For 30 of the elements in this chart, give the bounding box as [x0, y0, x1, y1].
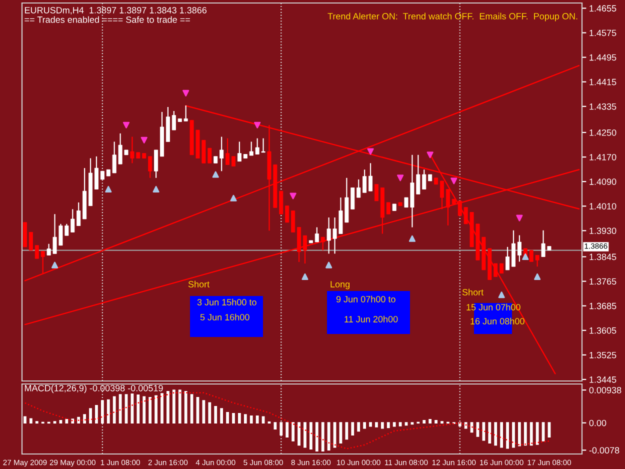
annotation: 11 Jun 20h00 [344, 316, 398, 322]
chart-title: EURUSDm,H4 1.3897 1.3897 1.3843 1.3866 [24, 7, 207, 14]
text: == Trades enabled ==== Safe to trade == [24, 16, 190, 23]
y-tick-label: 1.4250 [590, 129, 616, 136]
y-tick-label: 1.3930 [590, 228, 616, 234]
y-tick-label: 1.4010 [590, 203, 616, 210]
y-tick-label: 1.3525 [590, 352, 616, 358]
y-tick-label: -0.0078 [589, 447, 620, 454]
y-tick-label: 1.4415 [590, 78, 616, 86]
y-tick-label: 0.00938 [589, 386, 622, 394]
y-tick-label: 1.4575 [590, 30, 616, 36]
annotation: 5 Jun 16h00 [200, 314, 250, 320]
y-tick-label: 1.4335 [590, 103, 616, 110]
annotation: Short [462, 288, 484, 296]
annotation: 3 Jun 15h00 to [197, 298, 256, 306]
annotation: Short [188, 280, 210, 288]
chart-title: MACD(12,26,9) -0.00398 -0.00519 [24, 384, 163, 394]
y-tick-label: 1.3605 [590, 327, 616, 334]
annotation: 9 Jun 07h00 to [336, 296, 396, 302]
y-tick-label: 1.4655 [590, 5, 616, 12]
y-tick-label: 1.3445 [590, 376, 616, 383]
y-tick-label: 1.3765 [590, 278, 616, 285]
y-tick-label: 1.4090 [590, 178, 616, 185]
annotation: Long [330, 281, 350, 290]
y-tick-label: 1.3845 [590, 254, 616, 260]
y-tick-label: 1.4495 [590, 54, 616, 61]
annotation: Trend Alerter ON: Trend watch OFF. Emails OFF. Popup ON. [328, 12, 578, 22]
y-tick-label: 1.3685 [590, 302, 616, 310]
y-tick-label: 1.4170 [590, 154, 616, 160]
y-tick-label: 0.00 [589, 420, 606, 426]
